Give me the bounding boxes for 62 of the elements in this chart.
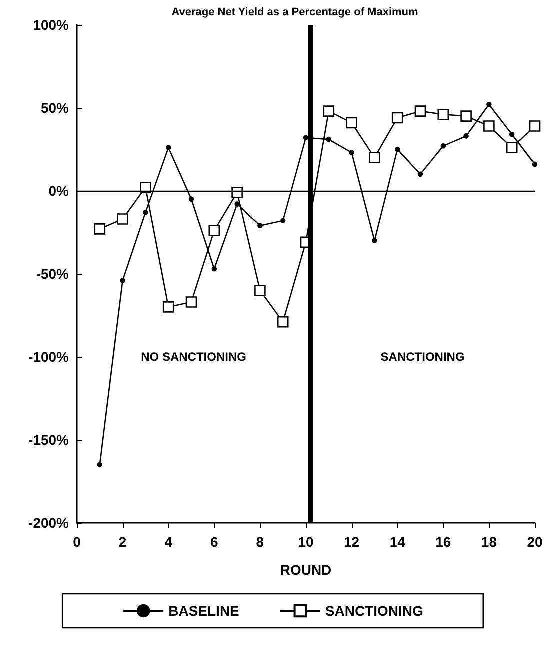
point: [440, 144, 446, 149]
point: [484, 120, 495, 132]
point: [438, 108, 450, 120]
point: [323, 106, 335, 117]
point: [394, 146, 400, 152]
point: [232, 187, 243, 198]
point: [117, 214, 128, 225]
x-tick-label: 10: [298, 534, 314, 550]
point: [94, 224, 106, 235]
x-tick-label: 6: [210, 534, 218, 550]
point: [532, 162, 538, 168]
point: [464, 134, 469, 139]
point: [414, 106, 426, 117]
point: [97, 462, 103, 468]
x-axis-title: ROUND: [280, 562, 332, 578]
legend-label: BASELINE: [168, 603, 240, 619]
y-tick-label: -100%: [28, 349, 70, 365]
point: [143, 210, 148, 216]
point: [212, 266, 218, 272]
point: [460, 110, 472, 122]
x-tick-label: 12: [344, 534, 360, 550]
annotation: SANCTIONING: [380, 350, 465, 364]
point: [120, 278, 126, 284]
point: [234, 202, 240, 207]
point: [392, 112, 404, 124]
y-tick-label: 50%: [40, 100, 70, 116]
point: [418, 172, 424, 178]
point: [506, 142, 518, 154]
point: [509, 132, 515, 138]
x-tick-label: 4: [164, 534, 173, 550]
point: [529, 120, 541, 132]
point: [277, 316, 289, 328]
x-tick-label: 2: [118, 534, 127, 550]
y-tick-label: -150%: [28, 432, 70, 448]
x-tick-label: 16: [436, 534, 452, 550]
point: [188, 196, 194, 202]
point: [486, 102, 492, 108]
point: [186, 296, 198, 308]
x-tick-label: 14: [390, 534, 406, 550]
chart-title: Average Net Yield as a Percentage of Maximum: [172, 6, 419, 18]
point: [326, 136, 332, 142]
y-tick-label: 0%: [48, 183, 70, 199]
legend-label: SANCTIONING: [325, 603, 424, 619]
x-tick-label: 18: [481, 534, 498, 550]
x-tick-label: 8: [256, 534, 264, 550]
annotation: NO SANCTIONING: [141, 350, 246, 364]
point: [346, 117, 358, 129]
x-tick-label: 20: [527, 534, 543, 550]
point: [372, 238, 378, 244]
y-tick-label: 100%: [33, 17, 70, 33]
y-tick-label: -50%: [36, 266, 70, 282]
point: [140, 182, 152, 194]
point: [258, 223, 263, 229]
x-tick-label: 0: [73, 534, 82, 550]
point: [208, 225, 220, 236]
point: [254, 284, 266, 296]
point: [162, 302, 174, 313]
y-tick-label: -200%: [28, 515, 70, 531]
point: [280, 218, 286, 224]
point: [369, 152, 380, 164]
point: [166, 145, 172, 150]
point: [349, 150, 354, 156]
